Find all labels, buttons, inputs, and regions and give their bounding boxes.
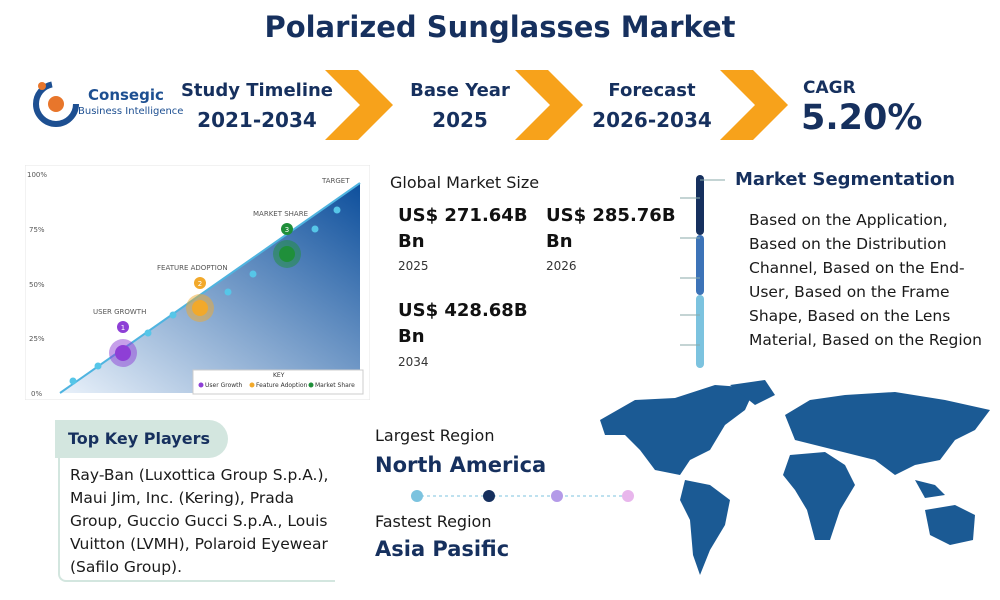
stat-value: 2025 <box>432 108 488 132</box>
region-label: Largest Region <box>375 426 495 445</box>
milestone-number: 1 <box>121 324 125 332</box>
stat-value: 2026-2034 <box>592 108 712 132</box>
axis-label: 0% <box>31 390 42 398</box>
milestone-number: 3 <box>285 226 289 234</box>
region-label: Fastest Region <box>375 512 492 531</box>
key-players-frame <box>58 458 335 582</box>
stat-value: 2021-2034 <box>197 108 317 132</box>
stat-label: CAGR <box>803 78 856 98</box>
market-value: US$ 428.68B Bn <box>398 300 528 347</box>
axis-label: 75% <box>29 226 45 234</box>
stat-label: Base Year <box>410 80 510 101</box>
illustration: 100% 75% 50% 25% 0% TARGET USER GROWTH F… <box>25 165 370 400</box>
milestone-label: MARKET SHARE <box>253 210 308 218</box>
market-size-title: Global Market Size <box>390 173 540 192</box>
logo-name: Consegic <box>88 86 164 104</box>
segmentation-text: Based on the Application, Based on the D… <box>749 211 982 349</box>
key-item: User Growth <box>205 382 242 389</box>
axis-label: 100% <box>27 171 47 179</box>
milestone-label: USER GROWTH <box>93 308 146 316</box>
market-value: US$ 285.76B Bn <box>546 205 676 252</box>
key-players-title: Top Key Players <box>55 420 228 458</box>
region-value: Asia Pasific <box>375 537 510 561</box>
axis-label: 50% <box>29 281 45 289</box>
market-year: 2034 <box>398 355 429 369</box>
key-players-text: Ray-Ban (Luxottica Group S.p.A.), Maui J… <box>70 466 329 576</box>
market-year: 2025 <box>398 259 429 273</box>
stat-value: 5.20% <box>801 98 923 138</box>
key-title: KEY <box>273 372 285 379</box>
stat-label: Study Timeline <box>180 80 334 101</box>
milestone-number: 2 <box>198 280 202 288</box>
milestone-label: FEATURE ADOPTION <box>157 264 228 272</box>
axis-label: 25% <box>29 335 45 343</box>
title: Polarized Sunglasses Market <box>264 10 736 44</box>
region-divider <box>411 490 634 502</box>
logo-tagline: Business Intelligence <box>78 106 184 117</box>
market-value: US$ 271.64B Bn <box>398 205 528 252</box>
stat-label: Forecast <box>608 80 696 101</box>
market-year: 2026 <box>546 259 577 273</box>
key-item: Feature Adoption <box>256 382 308 389</box>
world-map <box>600 380 990 575</box>
chevrons <box>325 70 788 140</box>
logo-icon <box>33 81 79 127</box>
segmentation-title: Market Segmentation <box>735 169 956 190</box>
segment-timeline <box>680 175 725 368</box>
target-label: TARGET <box>321 177 350 185</box>
key-item: Market Share <box>315 382 355 389</box>
region-value: North America <box>375 453 547 477</box>
